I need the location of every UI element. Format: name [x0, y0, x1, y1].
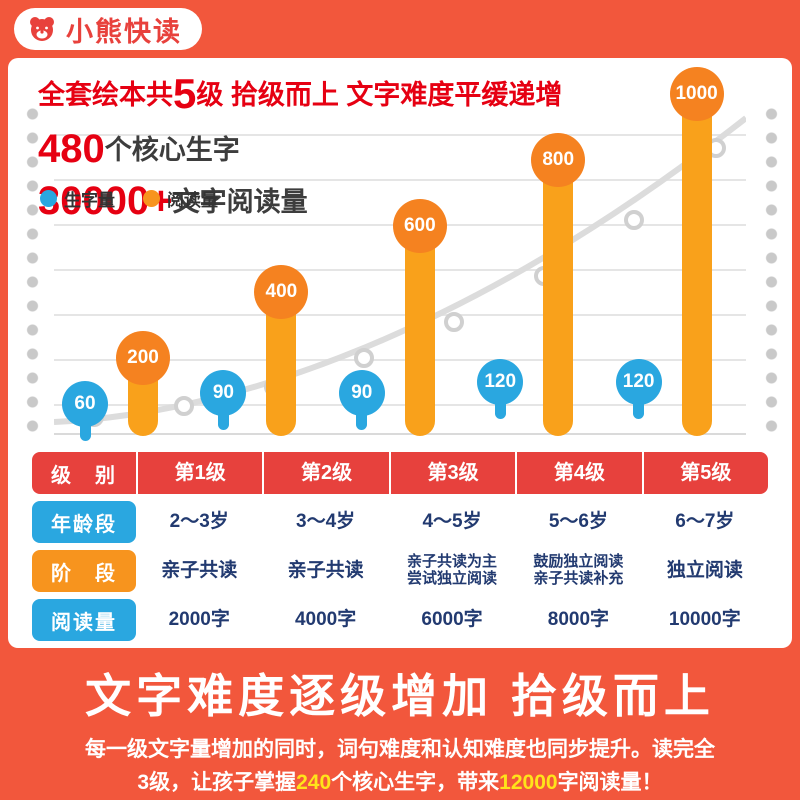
newwords-pin-stem: [356, 414, 368, 430]
table-cell: 2～3岁: [169, 511, 229, 533]
row-label: 级 别: [51, 464, 117, 487]
title-post: 级 拾级而上 文字难度平缓递增: [196, 80, 563, 110]
newwords-pin: 90: [200, 369, 247, 430]
legend-item: 生字量: [40, 186, 115, 211]
stat-reading-volume-label: 文字阅读量: [172, 186, 308, 217]
chart-groups: 60 200 90 400 90 600 120 800 120 1000: [54, 62, 746, 441]
table-row: 年龄段 2～3岁 3～4岁 4～5岁 5～6岁 6～7岁: [32, 501, 768, 543]
title-level-count: 5: [173, 70, 197, 117]
table-row: 阶 段 亲子共读 亲子共读 亲子共读为主 尝试独立阅读 鼓励独立阅读 亲子共读补充 独立阅…: [32, 550, 768, 592]
newwords-value: 120: [477, 358, 524, 405]
newwords-value: 60: [62, 380, 108, 427]
footer-section: 文字难度逐级增加 拾级而上 每一级文字量增加的同时，词句难度和认知难度也同步提升…: [0, 648, 800, 800]
newwords-value: 120: [615, 358, 662, 405]
reading-bar: 200: [116, 331, 170, 436]
level-table: 级 别第1级 第2级 第3级 第4级 第5级 年龄段 2～3岁 3～4岁 4～5岁 5～6岁 6～7…: [32, 452, 768, 641]
legend-item: 阅读量: [143, 186, 218, 211]
footer-text-part: 3级，让孩子掌握: [137, 770, 297, 794]
binding-dots-right: [765, 102, 778, 434]
table-row: 级 别第1级 第2级 第3级 第4级 第5级: [32, 452, 768, 494]
legend: 生字量 阅读量: [40, 186, 218, 211]
reading-value: 800: [531, 133, 586, 187]
bear-icon: [26, 13, 58, 45]
chart-group: 90 400: [192, 62, 330, 436]
binding-dots-left: [26, 102, 39, 434]
footer-line1: 每一级文字量增加的同时，词句难度和认知难度也同步提升。读完全: [85, 738, 715, 761]
reading-bar: 400: [254, 265, 309, 436]
table-cell: 亲子共读: [287, 560, 364, 582]
level-chart: 60 200 90 400 90 600 120 800 120 1000: [54, 62, 746, 441]
reading-value: 600: [392, 199, 447, 253]
stat-core-words-number: 480: [38, 126, 105, 171]
table-cell: 独立阅读: [666, 560, 743, 582]
brand-badge: 小熊快读: [14, 8, 202, 50]
newwords-pin-stem: [217, 414, 229, 430]
newwords-pin: 60: [62, 380, 108, 441]
title-pre: 全套绘本共: [38, 80, 173, 110]
reading-value: 200: [116, 331, 170, 385]
legend-label: 阅读量: [167, 191, 218, 210]
table-cell: 5～6岁: [548, 511, 608, 533]
row-label: 阶 段: [32, 550, 136, 592]
table-cell: 亲子共读为主 尝试独立阅读: [407, 553, 498, 587]
reading-bar: 1000: [669, 67, 724, 436]
card-title: 全套绘本共5级 拾级而上 文字难度平缓递增: [38, 68, 562, 121]
legend-label: 生字量: [64, 191, 115, 210]
legend-color-dot: [40, 190, 57, 207]
table-cell: 3～4岁: [296, 511, 356, 533]
chart-group: 60 200: [54, 62, 192, 441]
table-cell: 10000字: [668, 609, 741, 631]
chart-group: 90 600: [331, 62, 469, 436]
footer-text-part: 个核心生字，带来: [331, 770, 500, 794]
newwords-pin: 120: [615, 358, 662, 419]
table-cell: 6000字: [421, 609, 483, 631]
newwords-pin-stem: [79, 425, 91, 441]
table-cell: 2000字: [168, 609, 230, 631]
footer-paragraph: 每一级文字量增加的同时，词句难度和认知难度也同步提升。读完全 3级，让孩子掌握2…: [0, 734, 800, 799]
footer-line2: 3级，让孩子掌握240个核心生字，带来12000字阅读量！: [0, 767, 800, 800]
newwords-pin: 90: [338, 369, 385, 430]
chart-group: 120 800: [469, 62, 607, 436]
highlight-number: 240: [296, 770, 332, 794]
table-cell: 第1级: [136, 452, 262, 494]
legend-color-dot: [143, 190, 160, 207]
footer-headline: 文字难度逐级增加 拾级而上: [85, 670, 715, 722]
row-label: 阅读量: [32, 599, 136, 641]
newwords-pin: 120: [477, 358, 524, 419]
footer-text-part: 字阅读量！: [557, 770, 663, 794]
reading-bar: 600: [392, 199, 447, 436]
chart-card: 全套绘本共5级 拾级而上 文字难度平缓递增 480个核心生字 30000+文字阅…: [8, 58, 792, 648]
newwords-value: 90: [338, 369, 385, 416]
highlight-number: 12000: [499, 770, 558, 794]
stat-core-words-label: 个核心生字: [104, 134, 240, 165]
table-cell: 第2级: [262, 452, 388, 494]
reading-value: 400: [254, 265, 309, 319]
newwords-pin-stem: [633, 403, 645, 419]
table-cell: 8000字: [547, 609, 610, 631]
newwords-value: 90: [200, 369, 247, 416]
table-cell: 第5级: [641, 452, 768, 494]
table-row: 阅读量 2000字 4000字 6000字 8000字 10000字: [32, 599, 768, 641]
table-cell: 第4级: [515, 452, 641, 494]
row-label: 年龄段: [32, 501, 136, 543]
table-cell: 4000字: [294, 609, 357, 631]
reading-bar: 800: [531, 133, 586, 436]
table-cell: 亲子共读: [161, 560, 238, 582]
newwords-pin-stem: [494, 403, 506, 419]
table-cell: 第3级: [388, 452, 515, 494]
table-cell: 鼓励独立阅读 亲子共读补充: [533, 553, 624, 587]
stat-core-words: 480个核心生字: [38, 125, 562, 173]
reading-value: 1000: [669, 67, 724, 121]
chart-group: 120 1000: [608, 62, 746, 436]
table-cell: 4～5岁: [422, 511, 482, 533]
brand-name: 小熊快读: [66, 16, 182, 47]
table-cell: 6～7岁: [675, 511, 735, 533]
